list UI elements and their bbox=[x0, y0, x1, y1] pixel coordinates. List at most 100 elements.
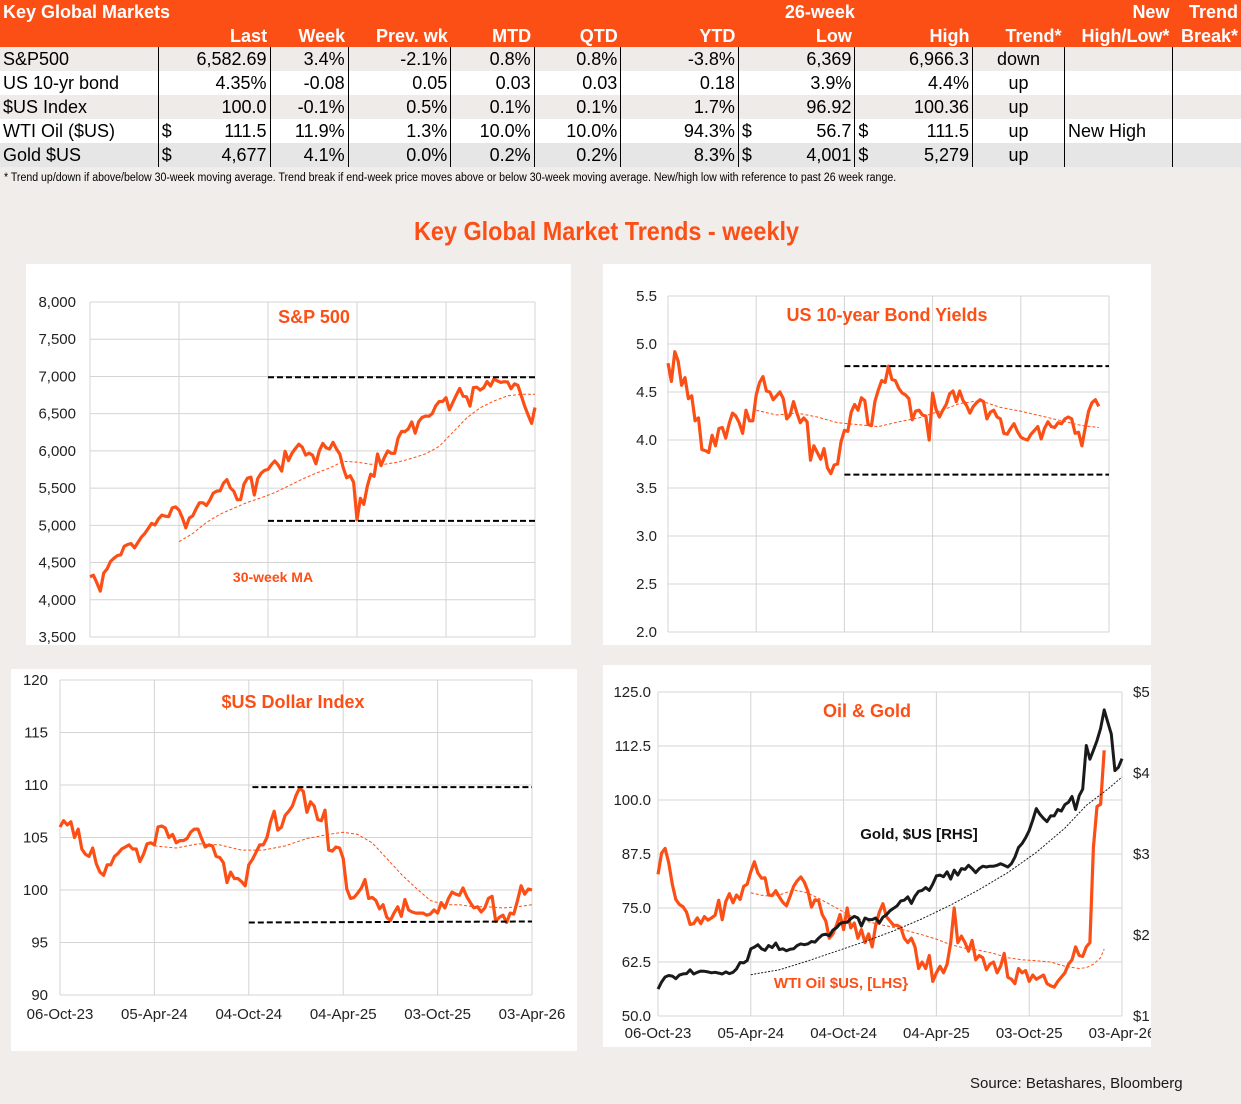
cell-qtd: 0.03 bbox=[534, 71, 622, 95]
y-tick-label: 3.5 bbox=[636, 480, 657, 497]
x-tick-label: 03-Apr-26 bbox=[499, 1006, 566, 1023]
chart-sp500: 3,500 4,000 4,500 5,000 5,500 6,000 6,500 7,000… bbox=[38, 294, 537, 645]
cell-prev: -2.1% bbox=[348, 47, 452, 71]
cell-ytd: 1.7% bbox=[620, 95, 739, 119]
cell-low: 56.7 bbox=[768, 119, 856, 143]
cell-name: WTI Oil ($US) bbox=[0, 119, 159, 143]
col-prev-wk: Prev. wk bbox=[348, 24, 451, 47]
y-tick-label: 4.0 bbox=[636, 432, 657, 449]
cell-prev: 0.05 bbox=[348, 71, 452, 95]
series-line-26-week-low bbox=[248, 920, 533, 924]
cell-week: 11.9% bbox=[270, 119, 349, 143]
cell-ytd: 0.18 bbox=[620, 71, 739, 95]
cell-week: -0.08 bbox=[270, 71, 349, 95]
header-new: New bbox=[1064, 0, 1173, 24]
cell-name: Gold $US bbox=[0, 143, 159, 167]
chart-title: US 10-year Bond Yields bbox=[786, 305, 987, 325]
cell-tbreak bbox=[1172, 95, 1241, 119]
series-line-wti-30-week-ma bbox=[750, 889, 1105, 969]
x-tick-label: 04-Oct-24 bbox=[215, 1006, 282, 1023]
table-row: WTI Oil ($US) $111.5 11.9% 1.3% 10.0% 10.0% 94… bbox=[0, 119, 1241, 143]
table-row: US 10-yr bond 4.35% -0.08 0.05 0.03 0.03 0.18 3… bbox=[0, 71, 1241, 95]
chart-panel-oil-gold: 50.0 62.5 75.0 87.5 100.0 112.5 125.0 06-Oct-23… bbox=[603, 665, 1151, 1047]
cell-mtd: 10.0% bbox=[450, 119, 535, 143]
cell-low: 4,001 bbox=[768, 143, 856, 167]
cell-trend: up bbox=[972, 95, 1065, 119]
x-tick-label: 04-Oct-24 bbox=[810, 1025, 877, 1042]
col-ytd: YTD bbox=[620, 24, 739, 47]
cell-prev: 0.5% bbox=[348, 95, 452, 119]
y2-tick-label: $1,500 bbox=[1133, 1008, 1151, 1025]
chart-title: Oil & Gold bbox=[823, 701, 911, 721]
x-tick-label: 06-Oct-23 bbox=[625, 1025, 692, 1042]
cell-newhl bbox=[1064, 71, 1173, 95]
header-26-week: 26-week bbox=[738, 0, 855, 24]
y-tick-label: 4.5 bbox=[636, 384, 657, 401]
col-trend-break: Break* bbox=[1172, 24, 1241, 47]
x-tick-label: 05-Apr-24 bbox=[717, 1025, 784, 1042]
cell-ytd: 94.3% bbox=[620, 119, 739, 143]
cell-newhl: New High bbox=[1064, 119, 1173, 143]
y-tick-label: 95 bbox=[31, 935, 48, 952]
cell-name: S&P500 bbox=[0, 47, 159, 71]
cell-newhl bbox=[1064, 95, 1173, 119]
table-row: S&P500 6,582.69 3.4% -2.1% 0.8% 0.8% -3.8% 6,36… bbox=[0, 47, 1241, 71]
y-tick-label: 100.0 bbox=[613, 792, 651, 809]
y-tick-label: 100 bbox=[23, 882, 48, 899]
x-tick-label: 05-Apr-24 bbox=[121, 1006, 188, 1023]
cell-prev: 0.0% bbox=[348, 143, 452, 167]
y-tick-label: 90 bbox=[31, 987, 48, 1004]
chart-dxy: 90 95 100 105 110 115 120 06-Oct-23 05-Apr-24 04-… bbox=[23, 672, 566, 1023]
series-line--us-dollar-index bbox=[58, 786, 533, 925]
y2-tick-label: $2,500 bbox=[1133, 927, 1151, 944]
y-tick-label: 5.5 bbox=[636, 288, 657, 305]
cell-trend: up bbox=[972, 143, 1065, 167]
table-title: Key Global Markets bbox=[0, 0, 189, 24]
cell-high-cur: $ bbox=[854, 119, 885, 143]
cell-cur bbox=[158, 71, 189, 95]
cell-high: 111.5 bbox=[884, 119, 974, 143]
cell-tbreak bbox=[1172, 71, 1241, 95]
y-tick-label: 5,000 bbox=[38, 517, 76, 534]
cell-cur bbox=[158, 95, 189, 119]
cell-tbreak bbox=[1172, 47, 1241, 71]
cell-mtd: 0.2% bbox=[450, 143, 535, 167]
grid bbox=[667, 295, 1110, 633]
cell-high: 6,966.3 bbox=[884, 47, 974, 71]
cell-high-cur bbox=[854, 71, 885, 95]
cell-high-cur bbox=[854, 47, 885, 71]
cell-low-cur bbox=[738, 47, 769, 71]
y-tick-label: 6,000 bbox=[38, 443, 76, 460]
chart-panel-us10y: 2.0 2.5 3.0 3.5 4.0 4.5 5.0 5.5 US 10-year Bond … bbox=[603, 264, 1151, 645]
y-tick-label: 125.0 bbox=[613, 684, 651, 701]
cell-trend: down bbox=[972, 47, 1065, 71]
cell-name: $US Index bbox=[0, 95, 159, 119]
grid bbox=[657, 691, 1123, 1017]
annotation-wti-oil: WTI Oil $US, [LHS} bbox=[774, 975, 908, 992]
cell-low-cur: $ bbox=[738, 143, 769, 167]
y-tick-label: 2.0 bbox=[636, 624, 657, 641]
y-tick-label: 105 bbox=[23, 830, 48, 847]
cell-low-cur bbox=[738, 71, 769, 95]
cell-cur: $ bbox=[158, 143, 189, 167]
cell-last: 4,677 bbox=[188, 143, 271, 167]
col-high: High bbox=[884, 24, 973, 47]
cell-week: -0.1% bbox=[270, 95, 349, 119]
col-week: Week bbox=[270, 24, 349, 47]
series-line-30-week-ma bbox=[178, 393, 535, 543]
y-tick-label: 7,000 bbox=[38, 368, 76, 385]
cell-cur: $ bbox=[158, 119, 189, 143]
y-tick-label: 50.0 bbox=[622, 1008, 651, 1025]
series-line-30-week-ma bbox=[154, 831, 533, 909]
cell-high-cur: $ bbox=[854, 143, 885, 167]
series-line-gold-30-week-ma bbox=[750, 776, 1123, 976]
y-tick-label: 4,500 bbox=[38, 555, 76, 572]
cell-qtd: 0.1% bbox=[534, 95, 622, 119]
series-line-30-week-ma bbox=[756, 400, 1099, 428]
cell-week: 3.4% bbox=[270, 47, 349, 71]
series-line-gold-us bbox=[656, 708, 1124, 990]
cell-trend: up bbox=[972, 119, 1065, 143]
x-tick-label: 03-Apr-26 bbox=[1089, 1025, 1151, 1042]
y-tick-label: 112.5 bbox=[615, 738, 651, 755]
col-new-high-low: High/Low* bbox=[1064, 24, 1173, 47]
